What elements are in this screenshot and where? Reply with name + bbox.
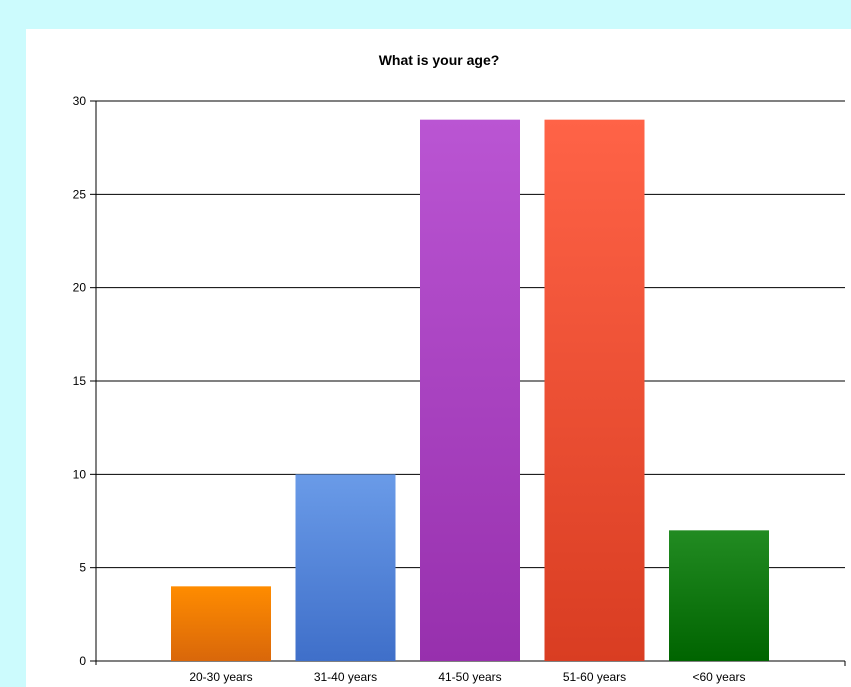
y-tick-label: 20 <box>73 281 87 295</box>
y-tick-label: 25 <box>73 187 87 201</box>
chart-panel: What is your age? 0 5 10 15 20 25 30 20-30 year… <box>26 29 851 687</box>
y-tick-label: 30 <box>73 94 87 108</box>
bar-1 <box>171 586 271 661</box>
y-tick-label: 0 <box>79 654 86 668</box>
tick-labels: 0 5 10 15 20 25 30 20-30 years 31-40 years 41-50 … <box>73 94 746 684</box>
x-tick-label: 20-30 years <box>189 670 252 684</box>
x-tick-label: 41-50 years <box>438 670 501 684</box>
y-tick-label: 15 <box>73 374 87 388</box>
y-tick-label: 5 <box>79 561 86 575</box>
bar-chart: What is your age? 0 5 10 15 20 25 30 20-30 year… <box>73 52 846 684</box>
x-tick-label: 51-60 years <box>563 670 626 684</box>
bar-4 <box>544 119 645 661</box>
x-tick-label: 31-40 years <box>314 670 377 684</box>
bar-3 <box>420 119 520 661</box>
bar-2 <box>295 474 396 661</box>
bars <box>171 119 769 661</box>
bar-5 <box>669 530 769 661</box>
chart-title: What is your age? <box>379 52 500 68</box>
x-tick-label: <60 years <box>692 670 745 684</box>
y-tick-label: 10 <box>73 467 87 481</box>
